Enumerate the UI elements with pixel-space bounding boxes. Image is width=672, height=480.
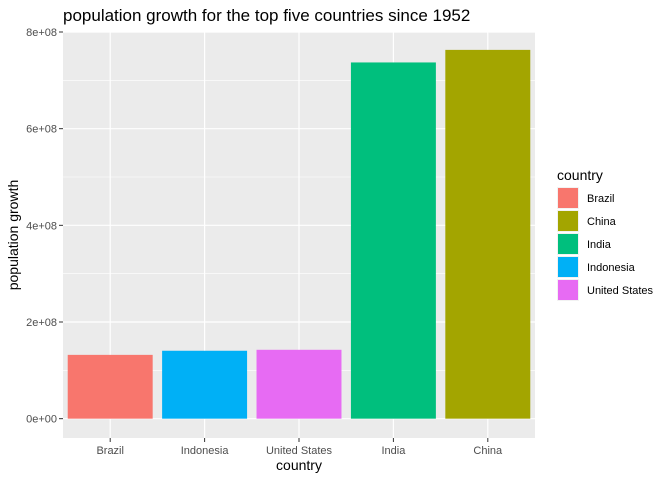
legend-title: country: [557, 167, 603, 183]
legend-swatch-india: [558, 234, 578, 254]
y-tick-label: 0e+00: [26, 414, 57, 426]
legend-label: India: [587, 239, 612, 251]
x-axis: Brazil Indonesia United States India China: [96, 438, 503, 457]
bar-china: [445, 49, 531, 419]
bar-brazil: [67, 354, 153, 419]
legend-label: China: [587, 216, 617, 228]
x-tick-label: United States: [266, 445, 333, 457]
y-tick-label: 4e+08: [26, 220, 57, 232]
x-axis-label: country: [276, 457, 322, 473]
legend-label: Indonesia: [587, 262, 636, 274]
legend: country Brazil China India Indonesia United …: [557, 167, 654, 301]
legend-swatch-indonesia: [558, 257, 578, 277]
bar-indonesia: [162, 350, 248, 419]
legend-swatch-china: [558, 211, 578, 231]
y-axis-label: population growth: [5, 180, 21, 291]
legend-swatch-brazil: [558, 188, 578, 208]
y-tick-label: 8e+08: [26, 27, 57, 39]
y-tick-label: 6e+08: [26, 124, 57, 136]
legend-label: Brazil: [587, 193, 615, 205]
chart-title: population growth for the top five count…: [63, 6, 470, 25]
bar-united-states: [256, 349, 342, 419]
x-tick-label: China: [473, 445, 503, 457]
x-tick-label: India: [381, 445, 406, 457]
legend-swatch-united-states: [558, 280, 578, 300]
y-axis: 0e+00 2e+08 4e+08 6e+08 8e+08: [26, 27, 63, 426]
x-tick-label: Indonesia: [181, 445, 230, 457]
legend-label: United States: [587, 285, 654, 297]
y-tick-label: 2e+08: [26, 317, 57, 329]
bars: [67, 49, 531, 419]
bar-india: [350, 62, 436, 419]
x-tick-label: Brazil: [96, 445, 124, 457]
